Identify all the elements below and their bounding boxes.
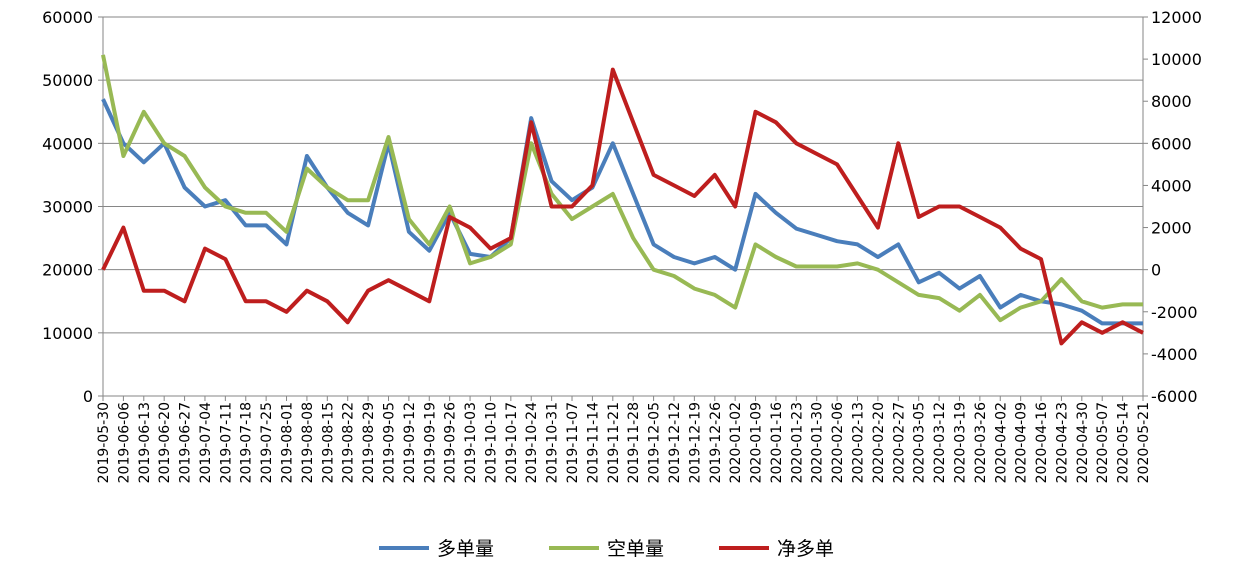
x-tick-label: 2020-01-16: [769, 402, 785, 483]
y2-tick-label: 2000: [1151, 219, 1192, 238]
x-tick-label: 2020-01-23: [789, 402, 805, 483]
x-tick-label: 2020-01-02: [728, 402, 744, 483]
x-tick-label: 2019-08-22: [341, 402, 357, 483]
x-tick-label: 2019-10-03: [463, 402, 479, 483]
x-tick-label: 2019-06-20: [157, 402, 173, 483]
x-tick-label: 2020-01-30: [810, 402, 826, 483]
x-tick-label: 2019-06-27: [178, 402, 194, 483]
y2-tick-label: -4000: [1151, 345, 1198, 364]
x-tick-label: 2019-11-14: [585, 402, 601, 483]
y-tick-label: 50000: [42, 71, 93, 90]
series-line: [101, 98, 1143, 326]
x-tick-label: 2020-05-07: [1095, 402, 1111, 483]
x-tick-label: 2019-10-10: [483, 402, 499, 483]
y-tick-label: 20000: [42, 261, 93, 280]
x-tick-label: 2019-10-31: [545, 402, 561, 483]
x-tick-label: 2020-01-09: [749, 402, 765, 483]
x-tick-label: 2020-02-27: [891, 402, 907, 483]
x-tick-label: 2019-08-29: [361, 402, 377, 483]
x-tick-label: 2020-02-13: [851, 402, 867, 483]
y2-tick-label: 12000: [1151, 8, 1202, 27]
x-tick-label: 2020-04-09: [1014, 402, 1030, 483]
x-tick-label: 2019-10-24: [524, 402, 540, 483]
x-tick-label: 2020-02-06: [830, 402, 846, 483]
x-tick-label: 2020-05-21: [1136, 402, 1152, 483]
x-tick-label: 2019-08-01: [280, 402, 296, 483]
x-tick-label: 2020-04-16: [1034, 402, 1050, 483]
y-tick-label: 30000: [42, 198, 93, 217]
y2-tick-label: 10000: [1151, 50, 1202, 69]
y2-tick-label: -2000: [1151, 303, 1198, 322]
y2-tick-label: -6000: [1151, 387, 1198, 406]
x-tick-label: 2020-04-02: [993, 402, 1009, 483]
x-tick-label: 2019-08-15: [320, 402, 336, 483]
x-tick-label: 2019-05-30: [96, 402, 112, 483]
x-tick-label: 2019-09-19: [422, 402, 438, 483]
x-tick-label: 2019-09-12: [402, 402, 418, 483]
x-tick-label: 2019-12-05: [647, 402, 663, 483]
x-tick-label: 2019-12-26: [708, 402, 724, 483]
x-tick-label: 2019-07-11: [218, 402, 234, 483]
y-tick-label: 60000: [42, 8, 93, 27]
legend-label: 多单量: [437, 538, 494, 560]
x-tick-label: 2020-03-26: [973, 402, 989, 483]
x-tick-label: 2019-12-19: [687, 402, 703, 483]
legend-label: 空单量: [607, 538, 664, 560]
x-tick-label: 2019-08-08: [300, 402, 316, 483]
x-tick-label: 2020-03-12: [932, 402, 948, 483]
x-tick-label: 2019-07-25: [259, 402, 275, 483]
series-line: [101, 67, 1144, 346]
x-tick-label: 2020-02-20: [871, 402, 887, 483]
y2-tick-label: 0: [1151, 261, 1161, 280]
legend-label: 净多单: [777, 538, 834, 560]
x-tick-label: 2020-04-23: [1054, 402, 1070, 483]
y-tick-label: 0: [83, 387, 93, 406]
x-tick-label: 2020-05-14: [1116, 402, 1132, 483]
y2-tick-label: 8000: [1151, 92, 1192, 111]
series-line: [101, 54, 1143, 323]
x-tick-label: 2019-12-12: [667, 402, 683, 483]
x-tick-label: 2020-04-30: [1075, 402, 1091, 483]
x-tick-label: 2019-06-06: [116, 402, 132, 483]
x-tick-label: 2019-07-18: [239, 402, 255, 483]
x-tick-label: 2019-11-21: [606, 402, 622, 483]
y2-tick-label: 4000: [1151, 176, 1192, 195]
x-tick-label: 2019-10-17: [504, 402, 520, 483]
x-tick-label: 2019-09-26: [443, 402, 459, 483]
x-tick-label: 2020-03-19: [952, 402, 968, 483]
y-tick-label: 40000: [42, 134, 93, 153]
y-tick-label: 10000: [42, 324, 93, 343]
x-tick-label: 2019-09-05: [381, 402, 397, 483]
y2-tick-label: 6000: [1151, 134, 1192, 153]
x-tick-label: 2019-06-13: [137, 402, 153, 483]
x-tick-label: 2019-11-28: [626, 402, 642, 483]
x-tick-label: 2020-03-05: [912, 402, 928, 483]
x-tick-label: 2019-11-07: [565, 402, 581, 483]
x-tick-label: 2019-07-04: [198, 402, 214, 483]
